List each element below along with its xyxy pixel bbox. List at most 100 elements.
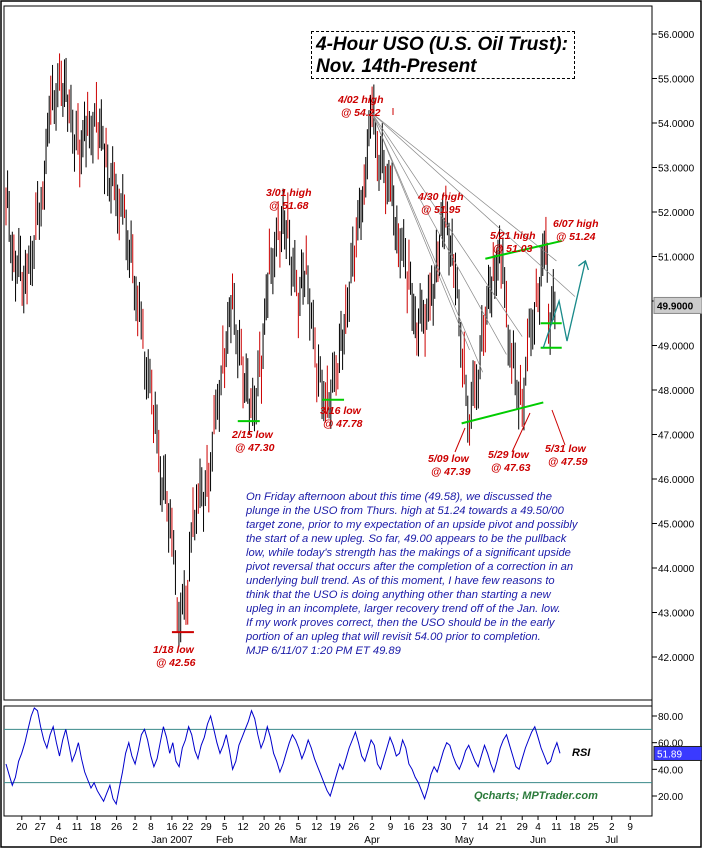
x-tick-label: 11 bbox=[72, 822, 83, 833]
commentary-line: portion of an upleg that will revisit 54… bbox=[246, 631, 541, 643]
last-price-label: 49.9000 bbox=[657, 301, 694, 312]
annotation-value: @ 51.24 bbox=[556, 231, 596, 243]
x-month-label: Apr bbox=[364, 835, 380, 846]
commentary-line: On Friday afternoon about this time (49.… bbox=[246, 491, 552, 503]
x-tick-label: 5 bbox=[296, 822, 302, 833]
price-y-tick-label: 53.0000 bbox=[658, 164, 695, 175]
rsi-y-tick-label: 80.00 bbox=[658, 712, 683, 723]
x-tick-label: 25 bbox=[588, 822, 600, 833]
annotation-label: 3/01 high bbox=[266, 187, 312, 199]
x-tick-label: 26 bbox=[111, 822, 123, 833]
x-tick-label: 4 bbox=[56, 822, 62, 833]
x-tick-label: 20 bbox=[16, 822, 28, 833]
annotation-label: 3/16 low bbox=[320, 405, 362, 417]
annotation-label: 5/29 low bbox=[488, 449, 530, 461]
watermark: Qcharts; MPTrader.com bbox=[474, 790, 598, 802]
x-tick-label: 9 bbox=[627, 822, 633, 833]
x-axis: 20 27 4 11 18 26 2 8 16 22 29 5 12 20 26 5 12 19 26 2 9 16 23 3… bbox=[16, 816, 633, 846]
projection-arrowhead bbox=[578, 259, 590, 271]
chart-title: 4-Hour USO (U.S. Oil Trust): Nov. 14th-P… bbox=[311, 31, 575, 79]
annotation-label: 2/15 low bbox=[231, 429, 274, 441]
x-tick-label: 21 bbox=[496, 822, 508, 833]
x-tick-label: 2 bbox=[369, 822, 375, 833]
rsi-y-tick-label: 40.00 bbox=[658, 765, 683, 776]
price-y-tick-label: 49.0000 bbox=[658, 342, 695, 353]
x-tick-label: 19 bbox=[330, 822, 342, 833]
commentary-line: pivot reversal that occurs after the com… bbox=[246, 561, 574, 573]
fan-line bbox=[371, 113, 523, 337]
commentary-line: low, while today's strength has the maki… bbox=[246, 547, 571, 559]
fan-line bbox=[371, 112, 576, 297]
x-month-label: Jul bbox=[605, 835, 618, 846]
annotation-label: 5/21 high bbox=[490, 230, 536, 242]
annotation-label: 5/09 low bbox=[428, 453, 470, 465]
price-y-tick-label: 44.0000 bbox=[658, 564, 695, 575]
x-month-label: May bbox=[455, 835, 474, 846]
x-tick-label: 27 bbox=[35, 822, 47, 833]
price-y-tick-label: 55.0000 bbox=[658, 75, 695, 86]
fan-line bbox=[371, 112, 557, 262]
rsi-y-tick-label: 60.00 bbox=[658, 739, 683, 750]
fan-line bbox=[371, 113, 484, 373]
rsi-last-value-box bbox=[653, 745, 702, 761]
annotation-pointer bbox=[551, 409, 566, 446]
annotation-value: @ 47.30 bbox=[235, 442, 275, 454]
x-tick-label: 16 bbox=[403, 822, 415, 833]
x-tick-label: 20 bbox=[259, 822, 271, 833]
price-panel: 42.0000 43.0000 44.0000 45.0000 46.0000 47.00… bbox=[3, 5, 702, 816]
x-tick-label: 30 bbox=[440, 822, 452, 833]
rsi-y-tick-label: 20.00 bbox=[658, 792, 683, 803]
x-tick-label: 12 bbox=[311, 822, 323, 833]
x-month-label: Feb bbox=[216, 835, 234, 846]
x-tick-label: 14 bbox=[477, 822, 489, 833]
support-line bbox=[461, 401, 544, 425]
commentary-line: MJP 6/11/07 1:20 PM ET 49.89 bbox=[246, 645, 401, 657]
rsi-panel: 20.00 40.00 60.00 80.00 RSI 51.89 bbox=[3, 705, 702, 817]
x-tick-label: 18 bbox=[569, 822, 581, 833]
annotation-label: 6/07 high bbox=[553, 218, 599, 230]
x-tick-label: 18 bbox=[90, 822, 102, 833]
x-tick-label: 11 bbox=[551, 822, 562, 833]
commentary-line: the start of a new upleg. So far, 49.00 … bbox=[246, 533, 567, 545]
rsi-label: RSI bbox=[572, 747, 591, 759]
annotation-label: 5/31 low bbox=[545, 443, 587, 455]
annotation-value: @ 54.22 bbox=[341, 107, 381, 119]
chart-title-line1: 4-Hour USO (U.S. Oil Trust): bbox=[316, 34, 568, 55]
annotation-value: @ 51.68 bbox=[269, 200, 309, 212]
price-y-tick-label: 43.0000 bbox=[658, 609, 695, 620]
x-tick-label: 4 bbox=[535, 822, 541, 833]
rsi-last-value: 51.89 bbox=[657, 749, 682, 760]
projection-arrow bbox=[542, 260, 587, 348]
annotation-label: 4/02 high bbox=[337, 94, 384, 106]
annotation-label: 4/30 high bbox=[417, 191, 464, 203]
x-tick-label: 2 bbox=[609, 822, 615, 833]
price-y-tick-label: 51.0000 bbox=[658, 253, 695, 264]
x-tick-label: 26 bbox=[348, 822, 360, 833]
commentary-line: plunge in the USO from Thurs. high at 51… bbox=[246, 505, 564, 517]
commentary-text: On Friday afternoon about this time (49.… bbox=[246, 490, 636, 658]
price-y-tick-label: 42.0000 bbox=[658, 653, 695, 664]
x-month-label: Mar bbox=[290, 835, 308, 846]
x-tick-label: 29 bbox=[201, 822, 213, 833]
x-tick-label: 23 bbox=[422, 822, 434, 833]
price-y-tick-label: 45.0000 bbox=[658, 520, 695, 531]
commentary-line: target zone, prior to my expectation of … bbox=[246, 519, 578, 531]
price-y-tick-label: 47.0000 bbox=[658, 431, 695, 442]
price-y-tick-label: 48.0000 bbox=[658, 386, 695, 397]
x-month-label: Jun bbox=[530, 835, 546, 846]
price-y-tick-label: 54.0000 bbox=[658, 119, 695, 130]
price-y-tick-label: 56.0000 bbox=[658, 30, 695, 41]
last-price-box bbox=[653, 296, 702, 314]
price-y-tick-label: 46.0000 bbox=[658, 475, 695, 486]
commentary-line: think that the USO is doing anything oth… bbox=[246, 589, 551, 601]
x-tick-label: 22 bbox=[182, 822, 194, 833]
x-tick-label: 5 bbox=[222, 822, 228, 833]
x-tick-label: 7 bbox=[461, 822, 467, 833]
fan-line bbox=[371, 113, 470, 351]
annotation-pointer bbox=[511, 412, 531, 453]
x-tick-label: 26 bbox=[274, 822, 286, 833]
annotation-label: 1/18 low bbox=[153, 644, 195, 656]
resistance-line bbox=[485, 239, 562, 260]
annotation-value: @ 47.78 bbox=[323, 418, 363, 430]
